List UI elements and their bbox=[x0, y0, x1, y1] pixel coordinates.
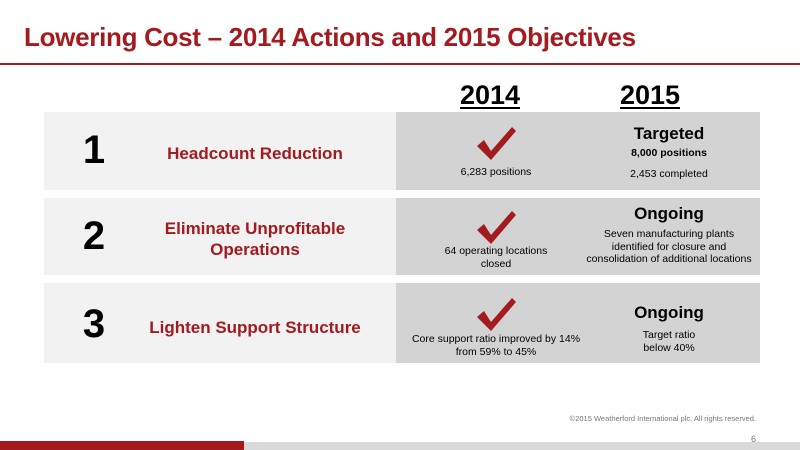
column-header-2015: 2015 bbox=[619, 80, 681, 110]
action-label: Eliminate Unprofitable Operations bbox=[140, 218, 370, 260]
page-number: 6 bbox=[750, 434, 756, 444]
action-label: Headcount Reduction bbox=[167, 144, 343, 163]
footer-grey-bar bbox=[244, 442, 800, 450]
action-label: Lighten Support Structure bbox=[149, 318, 361, 337]
action-row-1: 1 Headcount Reduction 6,283 positions Ta… bbox=[44, 112, 760, 190]
row-number: 2 bbox=[82, 214, 106, 258]
note-2015-line2: 2,453 completed bbox=[630, 168, 708, 180]
column-header-2014: 2014 bbox=[459, 80, 521, 110]
note-2015-line1: Seven manufacturing plants bbox=[603, 228, 735, 240]
note-2014-line1: 64 operating locations bbox=[444, 245, 548, 257]
row-number: 1 bbox=[82, 128, 106, 172]
note-2015-line2: identified for closure and bbox=[611, 240, 727, 253]
checkmark-icon bbox=[477, 298, 516, 331]
action-label-line1: Eliminate Unprofitable bbox=[164, 219, 346, 238]
row-right-panel bbox=[396, 112, 760, 190]
action-row-3: 3 Lighten Support Structure Core support… bbox=[44, 283, 760, 363]
row-left-panel bbox=[44, 198, 396, 275]
note-2014-line2: from 59% to 45% bbox=[455, 346, 537, 358]
footer-accent-bar bbox=[0, 441, 244, 450]
checkmark-icon bbox=[477, 127, 516, 160]
row-right-panel bbox=[396, 198, 760, 275]
checkmark-icon bbox=[477, 211, 516, 244]
note-2015-line3: consolidation of additional locations bbox=[586, 253, 752, 265]
slide-title: Lowering Cost – 2014 Actions and 2015 Ob… bbox=[24, 22, 636, 52]
note-2014: Core support ratio improved by 14% from … bbox=[396, 333, 596, 359]
status-2015: Targeted bbox=[633, 124, 705, 143]
row-left-panel bbox=[44, 112, 396, 190]
title-divider bbox=[0, 63, 800, 65]
note-2015-line1: 8,000 positions bbox=[631, 147, 707, 159]
action-row-2: 2 Eliminate Unprofitable Operations 64 o… bbox=[44, 198, 760, 275]
note-2014: 64 operating locations closed bbox=[396, 245, 596, 271]
row-number: 3 bbox=[82, 302, 106, 346]
note-2015: Seven manufacturing plants identified fo… bbox=[559, 228, 779, 266]
status-2015: Ongoing bbox=[634, 204, 704, 223]
copyright-text: ©2015 Weatherford International plc. All… bbox=[569, 414, 756, 423]
note-2015-line1: Target ratio bbox=[642, 329, 696, 341]
note-2015: Target ratio below 40% bbox=[569, 329, 769, 354]
note-2014-line2: closed bbox=[480, 258, 512, 270]
action-label-line2: Operations bbox=[210, 240, 300, 259]
status-2015: Ongoing bbox=[634, 303, 704, 322]
note-2014: 6,283 positions bbox=[460, 166, 532, 178]
note-2014-line1: Core support ratio improved by 14% bbox=[411, 333, 581, 345]
note-2015-line2: below 40% bbox=[643, 341, 695, 354]
row-left-panel bbox=[44, 283, 396, 363]
row-right-panel bbox=[396, 283, 760, 363]
